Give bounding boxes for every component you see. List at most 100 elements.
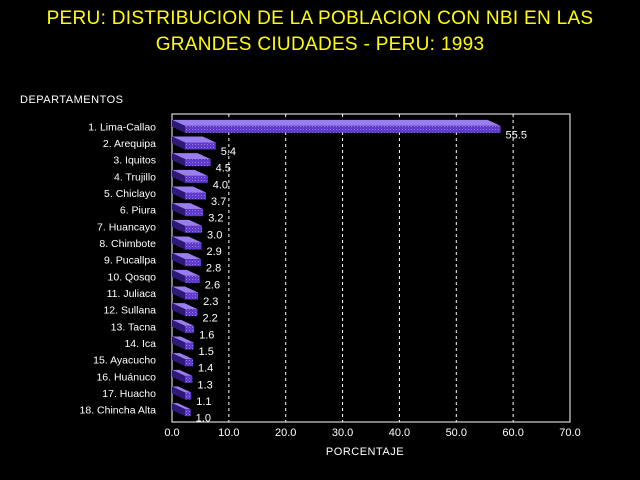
data-label: 3.0 xyxy=(207,229,222,241)
category-label: 5. Chiclayo xyxy=(104,188,156,200)
x-tick-label: 40.0 xyxy=(389,427,410,439)
data-label: 3.7 xyxy=(211,196,226,208)
data-label: 2.9 xyxy=(206,246,221,258)
bar-side-face xyxy=(172,119,185,133)
bar-front-face xyxy=(185,125,501,133)
bar xyxy=(172,153,211,167)
category-label: 12. Sullana xyxy=(103,305,156,317)
bar xyxy=(172,303,198,317)
x-tick-label: 30.0 xyxy=(332,427,353,439)
category-label: 4. Trujillo xyxy=(114,171,156,183)
bar xyxy=(172,253,201,267)
bar xyxy=(172,369,193,383)
data-label: 5.4 xyxy=(221,146,236,158)
bar-side-face xyxy=(172,236,185,250)
bar-front-face xyxy=(185,292,199,300)
bar-side-face xyxy=(172,269,185,283)
bar-top-face xyxy=(172,203,204,210)
bar-front-face xyxy=(185,175,208,183)
x-tick-label: 70.0 xyxy=(559,427,580,439)
x-tick-label: 0.0 xyxy=(164,427,179,439)
bar-side-face xyxy=(172,336,185,350)
bar-side-face xyxy=(172,386,185,400)
category-label: 17. Huacho xyxy=(102,388,156,400)
bar-side-face xyxy=(172,219,185,233)
bar xyxy=(172,119,501,133)
chart-title-line-2: GRANDES CIUDADES - PERU: 1993 xyxy=(155,34,485,55)
bar-front-face xyxy=(185,309,198,317)
bar xyxy=(172,236,202,250)
category-label: 18. Chincha Alta xyxy=(80,405,157,417)
data-label: 2.3 xyxy=(203,296,218,308)
category-label: 9. Pucallpa xyxy=(104,255,156,267)
bar-top-face xyxy=(172,403,191,410)
bar-side-face xyxy=(172,319,185,333)
bar xyxy=(172,219,203,233)
category-label: 1. Lima-Callao xyxy=(88,121,156,133)
category-label: 6. Piura xyxy=(120,205,156,217)
bar xyxy=(172,136,216,150)
data-label: 2.2 xyxy=(203,313,218,325)
bar-front-face xyxy=(185,325,195,333)
data-label: 55.5 xyxy=(506,129,527,141)
bar-top-face xyxy=(172,286,199,293)
bar-top-face xyxy=(172,303,198,310)
bar xyxy=(172,353,193,367)
x-tick-label: 20.0 xyxy=(275,427,296,439)
data-label: 3.2 xyxy=(208,213,223,225)
data-label: 2.6 xyxy=(205,279,220,291)
bar-front-face xyxy=(185,159,211,167)
bar-front-face xyxy=(185,392,192,400)
data-label: 1.0 xyxy=(196,413,211,425)
category-label: 13. Tacna xyxy=(111,321,157,333)
bar-side-face xyxy=(172,186,185,200)
bar xyxy=(172,269,200,283)
bar xyxy=(172,203,204,217)
bar-front-face xyxy=(185,375,193,383)
category-label: 2. Arequipa xyxy=(103,138,156,150)
x-tick-label: 50.0 xyxy=(446,427,467,439)
bar-front-face xyxy=(185,275,200,283)
bar-top-face xyxy=(172,219,203,226)
bar-top-face xyxy=(172,269,200,276)
bar-top-face xyxy=(172,186,207,193)
bar xyxy=(172,386,192,400)
bar xyxy=(172,169,208,183)
bar-side-face xyxy=(172,369,185,383)
bar-front-face xyxy=(185,225,203,233)
category-label: 11. Juliaca xyxy=(107,288,157,300)
bar-front-face xyxy=(185,259,201,267)
bar-top-face xyxy=(172,119,501,126)
bar-top-face xyxy=(172,386,192,393)
bar-front-face xyxy=(185,409,191,417)
category-label: 16. Huánuco xyxy=(96,371,156,383)
bar-front-face xyxy=(185,209,204,217)
bar-front-face xyxy=(185,242,202,250)
bar-side-face xyxy=(172,353,185,367)
data-label: 2.8 xyxy=(206,263,221,275)
category-label: 3. Iquitos xyxy=(113,155,156,167)
y-axis-label: DEPARTAMENTOS xyxy=(20,94,124,106)
bar xyxy=(172,319,195,333)
chart-title-line-1: PERU: DISTRIBUCION DE LA POBLACION CON N… xyxy=(46,8,594,29)
bar xyxy=(172,403,191,417)
data-label: 1.4 xyxy=(198,363,213,375)
data-label: 1.6 xyxy=(199,329,214,341)
x-tick-label: 10.0 xyxy=(218,427,239,439)
x-tick-label: 60.0 xyxy=(502,427,523,439)
category-label: 10. Qosqo xyxy=(108,271,157,283)
data-label: 1.1 xyxy=(196,396,211,408)
bar-side-face xyxy=(172,203,185,217)
category-label: 7. Huancayo xyxy=(97,221,156,233)
bar xyxy=(172,286,199,300)
bar-top-face xyxy=(172,336,194,343)
bar-side-face xyxy=(172,403,185,417)
bar-top-face xyxy=(172,353,193,360)
bar xyxy=(172,186,207,200)
data-label: 4.0 xyxy=(213,179,228,191)
bar-top-face xyxy=(172,236,202,243)
x-axis-label: PORCENTAJE xyxy=(325,446,405,458)
bar-side-face xyxy=(172,286,185,300)
